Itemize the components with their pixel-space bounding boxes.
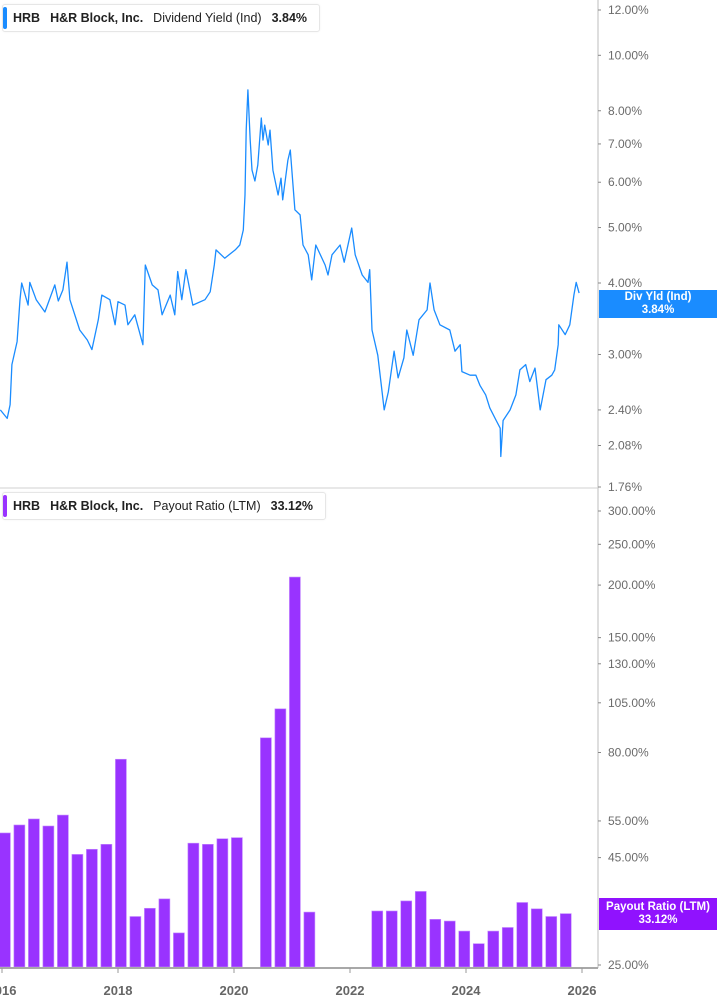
payout-bar: [274, 708, 287, 967]
legend-company: H&R Block, Inc.: [50, 11, 144, 25]
payout-bar: [472, 943, 485, 967]
yield-y-tick-label: 4.00%: [608, 276, 642, 290]
payout-bar: [414, 891, 427, 967]
payout-bar: [158, 898, 171, 967]
payout-bar: [28, 818, 40, 967]
yield-y-tick-label: 2.08%: [608, 438, 642, 452]
yield-y-tick-label: 2.40%: [608, 403, 642, 417]
dividend-yield-last-value-tag: Div Yld (Ind) 3.84%: [599, 290, 717, 318]
x-tick-label: 2024: [452, 983, 482, 998]
payout-ratio-last-value-tag: Payout Ratio (LTM) 33.12%: [599, 898, 717, 930]
payout-bars: [0, 576, 572, 967]
legend-value: 33.12%: [270, 499, 314, 513]
payout-y-tick-label: 150.00%: [608, 631, 656, 645]
tag-value: 3.84%: [641, 304, 675, 316]
payout-bar: [202, 844, 214, 967]
payout-bar: [129, 916, 142, 967]
payout-bar: [487, 930, 500, 967]
top-legend: HRB H&R Block, Inc. Dividend Yield (Ind)…: [2, 4, 321, 32]
dividend-yield-line: [0, 89, 580, 458]
yield-y-tick-label: 6.00%: [608, 175, 642, 189]
legend-color-swatch: [3, 7, 7, 29]
legend-value: 3.84%: [271, 11, 308, 25]
x-tick-label: 2022: [336, 983, 365, 998]
payout-bar: [400, 900, 413, 967]
payout-bar: [115, 758, 127, 967]
payout-bar: [100, 844, 113, 967]
legend-color-swatch: [3, 495, 7, 517]
payout-bar: [57, 814, 69, 967]
yield-y-tick-label: 7.00%: [608, 137, 642, 151]
payout-bar: [173, 932, 185, 967]
payout-bar: [86, 848, 98, 967]
x-tick-label: 2018: [104, 983, 133, 998]
payout-y-tick-label: 130.00%: [608, 657, 656, 671]
payout-y-tick-label: 55.00%: [608, 814, 649, 828]
payout-bar: [289, 576, 301, 967]
payout-y-tick-label: 200.00%: [608, 578, 656, 592]
payout-bar: [545, 916, 558, 967]
payout-y-tick-label: 300.00%: [608, 504, 656, 518]
payout-bar: [231, 837, 243, 967]
payout-bar: [187, 842, 200, 967]
legend-company: H&R Block, Inc.: [50, 499, 144, 513]
legend-ticker: HRB: [13, 11, 41, 25]
payout-bar: [501, 927, 514, 967]
payout-bar: [443, 920, 456, 967]
tag-label: Payout Ratio (LTM): [606, 901, 710, 913]
payout-bar: [144, 907, 156, 967]
tag-value: 33.12%: [638, 914, 678, 926]
payout-bar: [71, 854, 84, 967]
yield-y-tick-label: 1.76%: [608, 480, 642, 494]
yield-y-tick-label: 5.00%: [608, 221, 642, 235]
payout-bar: [530, 908, 543, 967]
legend-ticker: HRB: [13, 499, 41, 513]
yield-y-tick-label: 10.00%: [608, 48, 649, 62]
x-tick-label: 2026: [568, 983, 597, 998]
payout-y-tick-label: 45.00%: [608, 851, 649, 865]
bottom-legend: HRB H&R Block, Inc. Payout Ratio (LTM) 3…: [2, 492, 327, 520]
payout-bar: [260, 737, 272, 967]
tag-label: Div Yld (Ind): [624, 291, 692, 303]
legend-metric: Payout Ratio (LTM): [153, 499, 261, 513]
payout-bar: [516, 902, 529, 967]
payout-bar: [429, 919, 442, 967]
x-tick-label: 2020: [220, 983, 249, 998]
payout-y-tick-label: 25.00%: [608, 958, 649, 972]
payout-bar: [303, 911, 316, 967]
payout-bar: [216, 838, 229, 967]
payout-y-tick-label: 250.00%: [608, 537, 656, 551]
payout-y-tick-label: 80.00%: [608, 745, 649, 759]
legend-metric: Dividend Yield (Ind): [153, 11, 262, 25]
payout-bar: [42, 825, 55, 967]
yield-y-tick-label: 12.00%: [608, 3, 649, 17]
payout-bar: [559, 913, 572, 967]
payout-bar: [458, 930, 471, 967]
payout-bar: [0, 832, 11, 967]
payout-bar: [385, 910, 398, 967]
yield-y-tick-label: 3.00%: [608, 347, 642, 361]
x-tick-label: 2016: [0, 983, 16, 998]
payout-y-tick-label: 105.00%: [608, 696, 656, 710]
payout-bar: [371, 910, 384, 967]
payout-bar: [13, 824, 26, 967]
yield-y-tick-label: 8.00%: [608, 104, 642, 118]
